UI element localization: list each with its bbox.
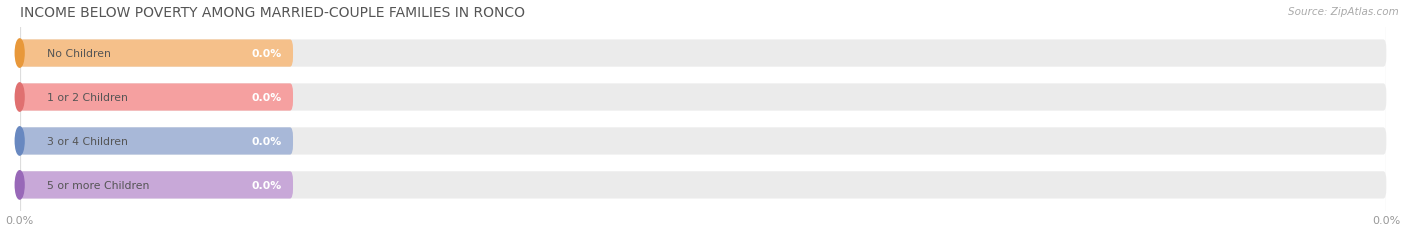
FancyBboxPatch shape <box>20 172 1386 199</box>
Text: 5 or more Children: 5 or more Children <box>46 180 149 190</box>
Circle shape <box>15 127 24 155</box>
Text: 1 or 2 Children: 1 or 2 Children <box>46 93 128 103</box>
FancyBboxPatch shape <box>20 172 292 199</box>
Circle shape <box>15 40 24 68</box>
FancyBboxPatch shape <box>20 128 292 155</box>
Text: 0.0%: 0.0% <box>252 93 283 103</box>
Text: 0.0%: 0.0% <box>252 49 283 59</box>
FancyBboxPatch shape <box>20 40 292 67</box>
Circle shape <box>15 83 24 112</box>
Text: No Children: No Children <box>46 49 111 59</box>
FancyBboxPatch shape <box>20 84 1386 111</box>
FancyBboxPatch shape <box>20 84 292 111</box>
Text: 3 or 4 Children: 3 or 4 Children <box>46 136 128 146</box>
Text: Source: ZipAtlas.com: Source: ZipAtlas.com <box>1288 7 1399 17</box>
Text: INCOME BELOW POVERTY AMONG MARRIED-COUPLE FAMILIES IN RONCO: INCOME BELOW POVERTY AMONG MARRIED-COUPL… <box>20 6 524 19</box>
Circle shape <box>15 171 24 199</box>
Text: 0.0%: 0.0% <box>252 180 283 190</box>
FancyBboxPatch shape <box>20 128 1386 155</box>
FancyBboxPatch shape <box>20 40 1386 67</box>
Text: 0.0%: 0.0% <box>252 136 283 146</box>
